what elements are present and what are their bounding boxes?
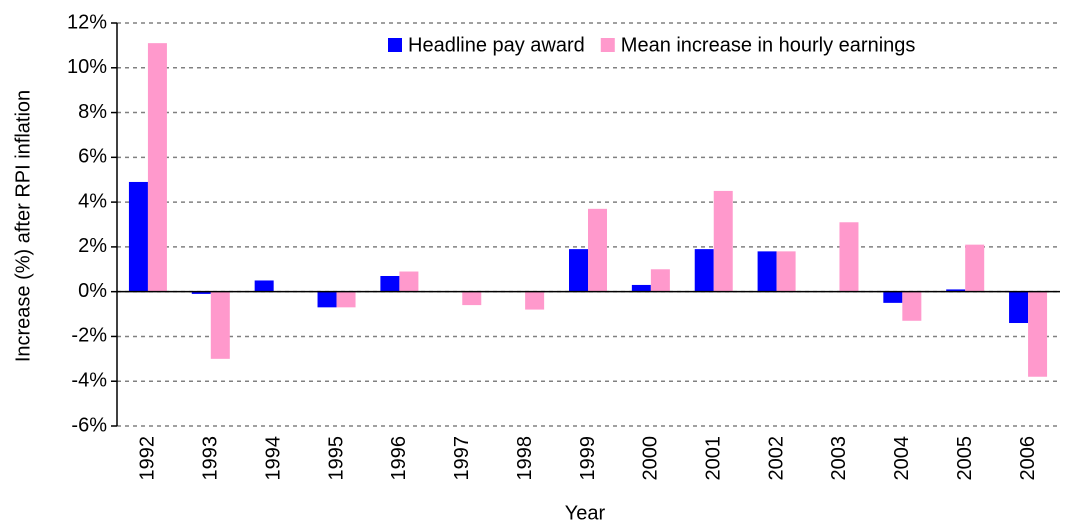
y-tick-label: -4%	[71, 370, 107, 392]
legend-swatch	[600, 38, 615, 52]
x-tick-label: 1997	[451, 436, 473, 481]
bar	[650, 269, 670, 292]
x-tick-label: 1999	[577, 436, 599, 481]
bar	[210, 291, 230, 359]
y-tick-label: 4%	[78, 190, 107, 212]
y-tick-label: 10%	[67, 56, 107, 78]
bar	[147, 43, 167, 292]
x-tick-label: 1994	[262, 436, 284, 481]
bar	[336, 291, 356, 308]
x-tick-label: 2004	[891, 436, 913, 481]
x-tick-label: 1996	[388, 436, 410, 481]
bar	[462, 291, 482, 306]
x-axis-title: Year	[565, 502, 606, 524]
bar	[713, 190, 733, 292]
bar	[965, 244, 985, 292]
bar	[569, 249, 588, 292]
bar	[776, 251, 796, 292]
x-tick-label: 2002	[765, 436, 787, 481]
x-tick-label: 2001	[703, 436, 725, 481]
y-axis-title: Increase (%) after RPI inflation	[12, 90, 34, 362]
y-tick-label: 6%	[78, 146, 107, 168]
x-tick-label: 1992	[137, 436, 159, 481]
bar	[902, 291, 922, 321]
y-tick-label: 2%	[78, 235, 107, 257]
x-tick-label: 1995	[325, 436, 347, 481]
x-tick-label: 2006	[1017, 436, 1039, 481]
bar	[399, 271, 419, 292]
bar	[946, 289, 966, 292]
y-tick-label: 12%	[67, 11, 107, 33]
bar	[128, 181, 148, 292]
bar	[883, 291, 903, 303]
legend-swatch	[388, 38, 402, 52]
bar	[1009, 291, 1029, 324]
x-tick-label: 1998	[514, 436, 536, 481]
bar	[525, 291, 545, 310]
bar	[254, 280, 274, 292]
bar	[317, 291, 337, 308]
x-tick-label: 1993	[200, 436, 222, 481]
bar	[1028, 291, 1048, 377]
bar	[631, 284, 651, 292]
bar	[757, 251, 777, 292]
legend-label: Mean increase in hourly earnings	[621, 34, 916, 56]
legend-label: Headline pay award	[408, 34, 585, 56]
x-tick-label: 2000	[640, 436, 662, 481]
y-tick-label: 8%	[78, 101, 107, 123]
y-tick-label: -2%	[71, 325, 107, 347]
x-tick-label: 2003	[828, 436, 850, 481]
x-tick-label: 2005	[954, 436, 976, 481]
bar	[380, 275, 400, 292]
bar	[694, 249, 714, 292]
bar	[839, 222, 859, 292]
bar	[588, 208, 607, 292]
y-tick-label: 0%	[78, 280, 107, 302]
bar	[191, 291, 211, 294]
y-tick-label: -6%	[71, 414, 107, 436]
